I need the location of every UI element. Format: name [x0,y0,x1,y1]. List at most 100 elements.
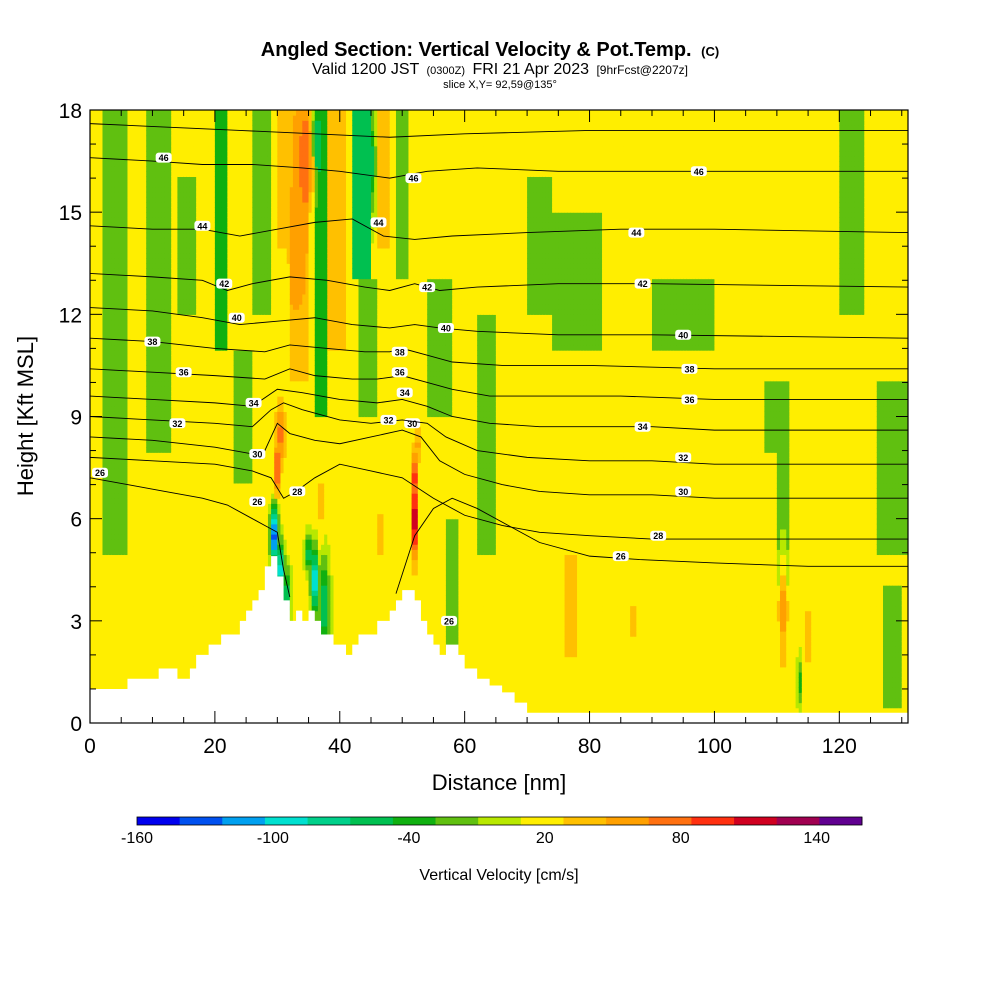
field-cell [164,452,169,458]
field-cell [149,559,154,566]
field-cell [90,585,94,591]
field-cell [111,416,116,423]
field-cell [118,365,122,372]
field-cell [102,314,107,321]
field-cell [127,334,132,341]
field-cell [168,651,172,658]
field-cell [90,365,94,372]
field-cell [136,130,141,137]
field-cell [90,176,94,183]
field-cell [136,222,141,229]
field-cell [108,120,113,126]
field-cell [90,482,94,489]
field-cell [139,232,144,239]
field-cell [121,452,125,458]
field-cell [146,360,150,367]
field-cell [96,457,100,464]
field-cell [130,181,135,188]
field-cell [149,544,154,550]
field-cell [99,339,104,346]
field-cell [105,600,110,607]
field-cell [168,605,172,612]
field-cell [149,355,154,361]
field-cell [149,130,154,137]
field-cell [93,283,97,290]
field-cell [99,508,104,515]
field-cell [93,201,97,208]
field-cell [108,253,113,259]
field-cell [105,431,110,438]
field-cell [105,631,110,637]
field-cell [133,350,138,356]
field-cell [105,334,110,341]
field-cell [121,258,125,264]
field-cell [127,421,132,428]
field-cell [99,324,104,331]
field-cell [152,595,157,601]
field-cell [99,217,104,223]
field-cell [168,579,172,586]
field-cell [136,590,141,596]
field-cell [124,237,129,244]
field-cell [108,595,113,601]
field-cell [133,196,138,203]
field-cell [90,503,94,510]
field-cell [111,217,116,223]
field-cell [143,350,147,356]
field-cell [121,140,125,147]
field-cell [161,247,166,254]
field-cell [111,304,116,310]
field-cell [105,191,110,198]
field-cell [139,636,144,642]
field-cell [164,549,169,556]
field-cell [136,344,141,351]
field-cell [90,278,94,285]
field-cell [161,166,166,172]
field-cell [121,533,125,540]
field-cell [96,135,100,142]
field-cell [90,682,94,688]
field-cell [108,258,113,264]
field-cell [124,110,129,116]
field-cell [161,288,166,295]
field-cell [111,513,116,520]
field-cell [139,579,144,586]
field-cell [90,186,94,193]
field-cell [155,273,160,280]
field-cell [164,411,169,418]
field-cell [136,334,141,341]
field-cell [108,549,113,556]
field-cell [136,528,141,535]
field-cell [136,656,141,663]
field-cell [168,365,172,372]
field-cell [121,334,125,341]
field-cell [168,503,172,510]
field-cell [118,110,122,116]
field-cell [108,677,113,683]
field-cell [90,615,94,622]
field-cell [127,436,132,443]
field-cell [133,595,138,601]
field-cell [158,319,163,326]
field-cell [133,232,138,239]
field-cell [90,237,94,244]
field-cell [136,605,141,612]
field-cell [143,498,147,504]
field-cell [164,344,169,351]
field-cell [102,288,107,295]
field-cell [152,329,157,336]
field-cell [118,309,122,315]
field-cell [161,477,166,484]
field-cell [164,293,169,300]
field-cell [152,304,157,310]
field-cell [99,334,104,341]
field-cell [139,477,144,484]
field-cell [114,574,119,581]
field-cell [105,181,110,188]
field-cell [146,155,150,162]
field-cell [136,155,141,162]
field-cell [146,222,150,229]
field-cell [108,288,113,295]
field-cell [130,140,135,147]
field-cell [143,411,147,418]
